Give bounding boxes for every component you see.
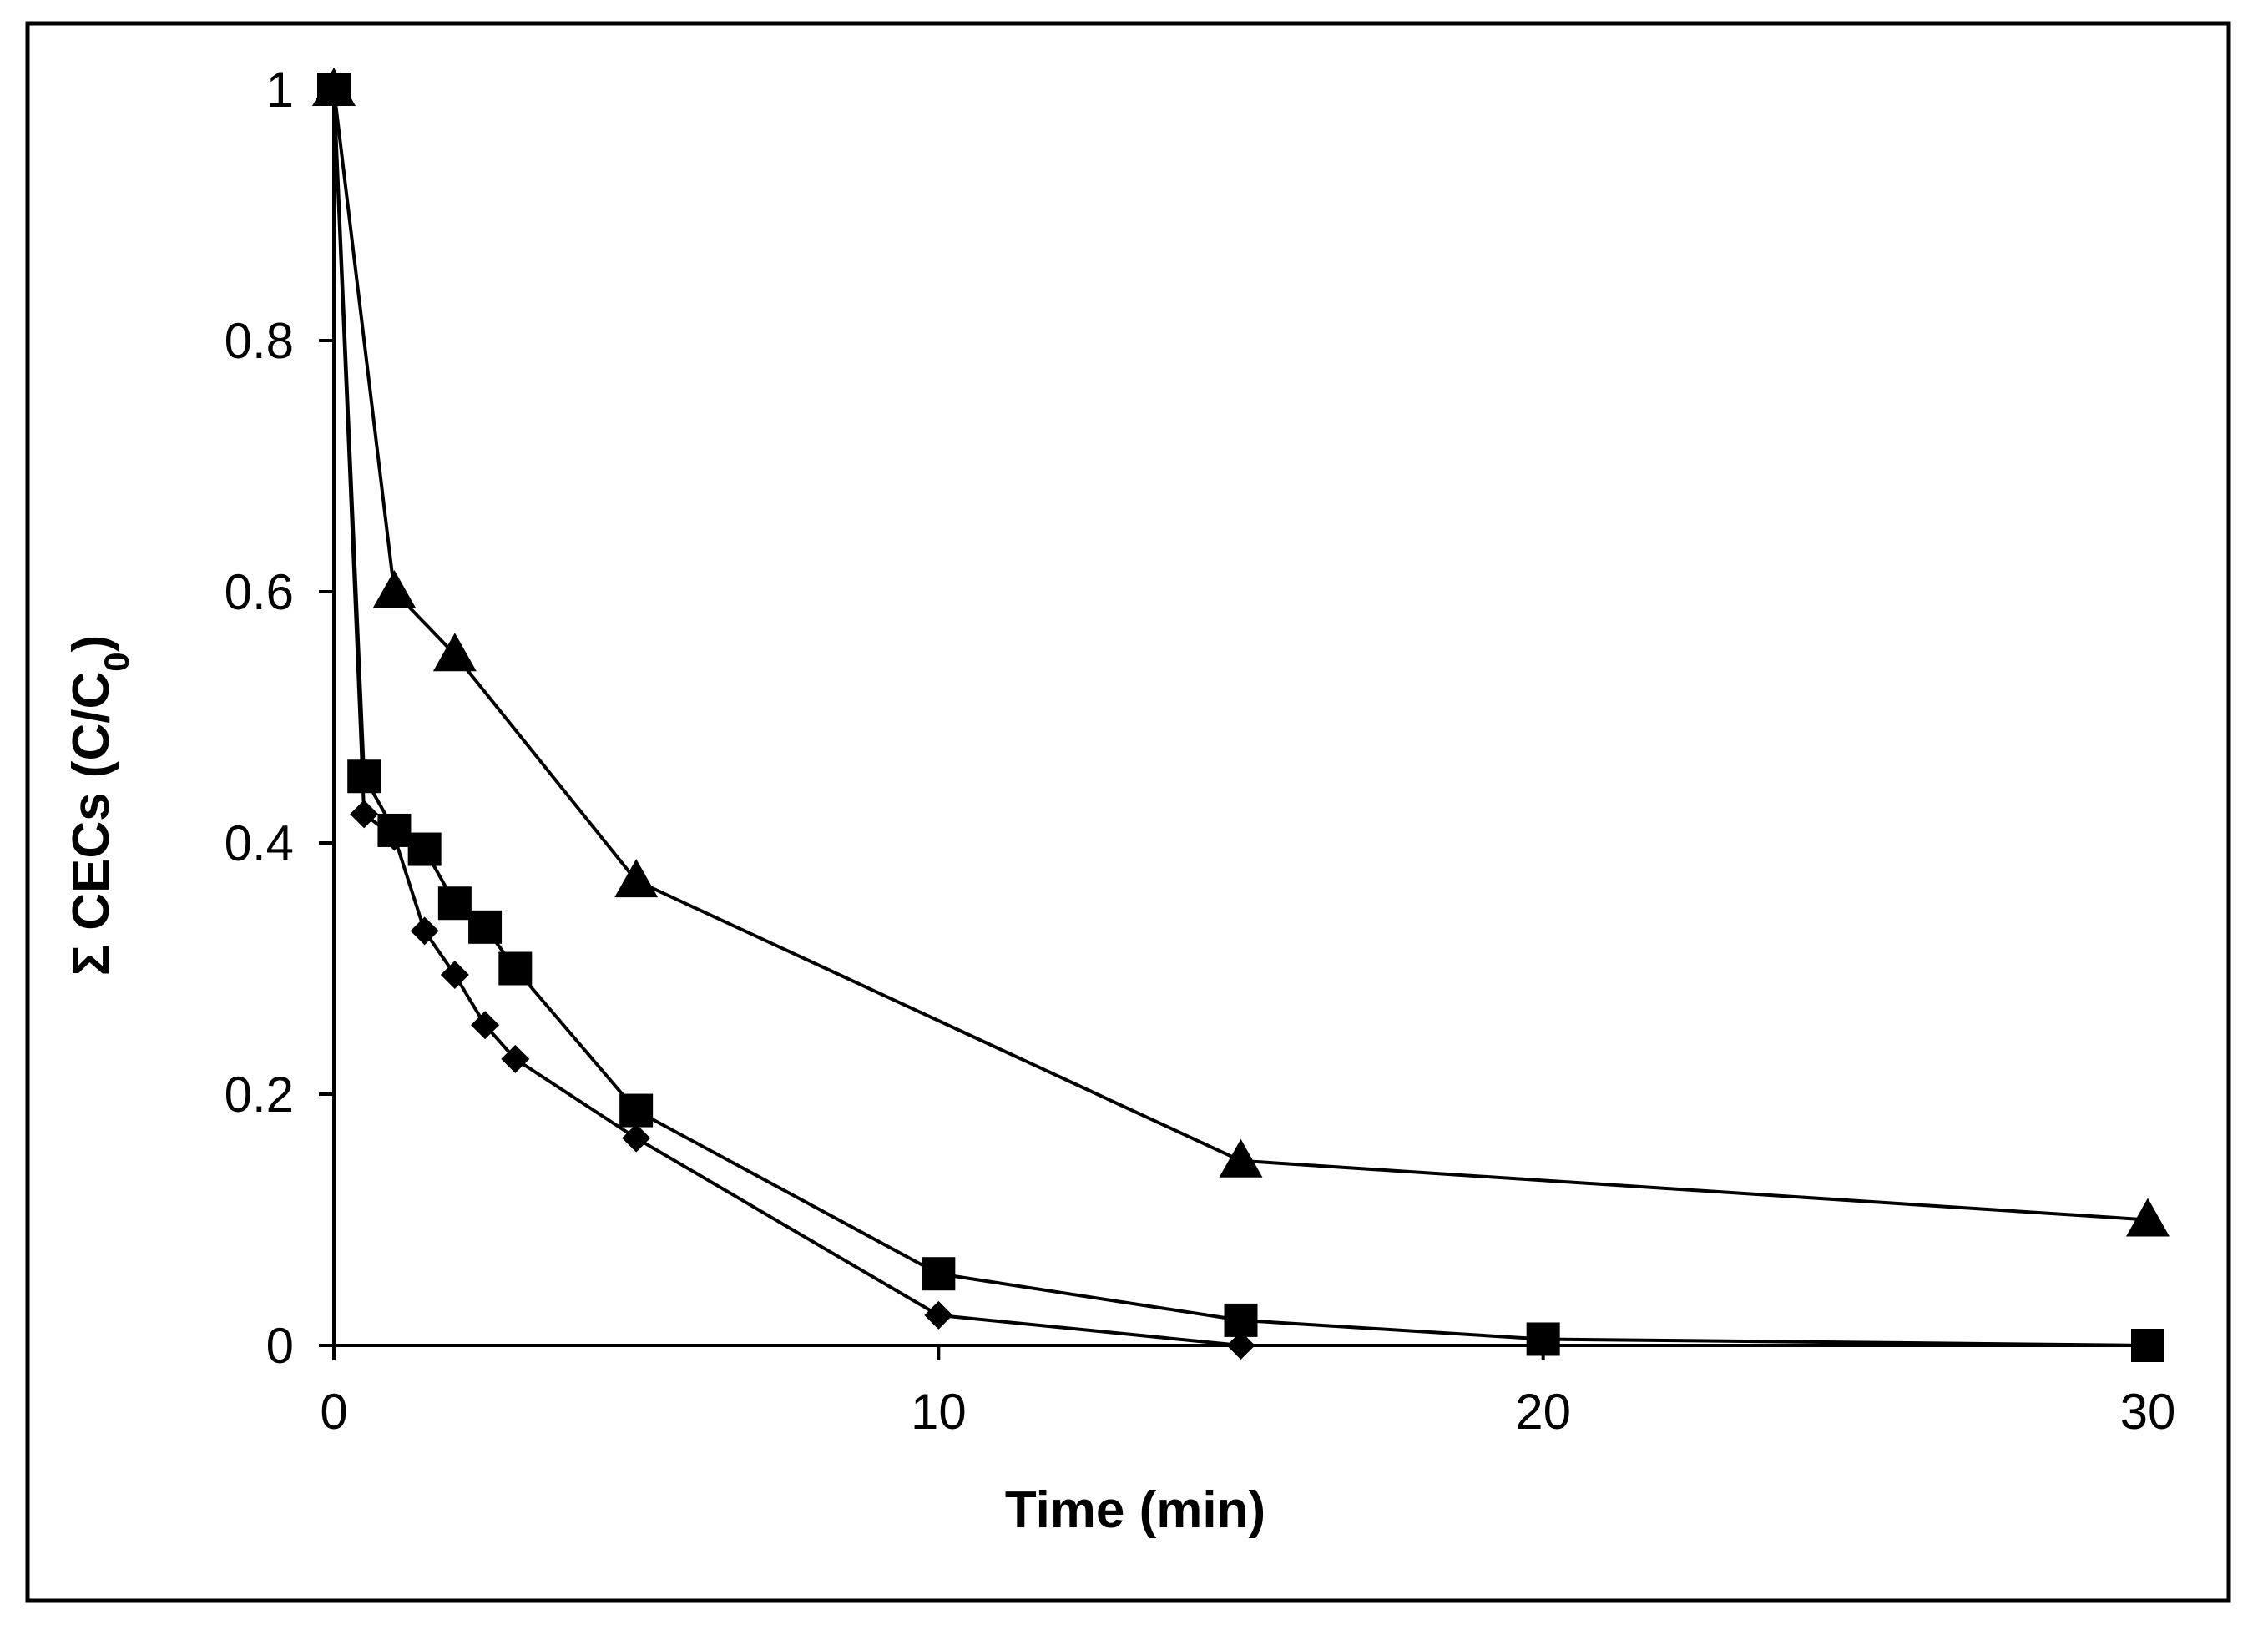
x-tick-label: 0 <box>320 1384 347 1440</box>
triangle-marker <box>2126 1198 2170 1237</box>
y-tick-label: 0.4 <box>225 815 294 871</box>
diamond-marker <box>622 1123 651 1153</box>
y-axis-title: Σ CECs (C/C0) <box>63 635 136 976</box>
diamond-marker <box>501 1044 530 1073</box>
diamond-marker <box>380 822 409 851</box>
axes: 0 10 20 30 0 0.2 0.4 0.6 0.8 1 <box>225 62 2176 1440</box>
diamond-marker <box>410 916 439 946</box>
triangle-marker <box>614 859 659 898</box>
x-tick-label: 30 <box>2120 1384 2176 1440</box>
diamond-marker <box>440 961 469 990</box>
series-layer <box>312 68 2170 1362</box>
diamond-marker <box>471 1011 500 1040</box>
triangle-marker <box>432 633 477 672</box>
diamond-marker <box>924 1300 953 1330</box>
y-tick-label: 0.6 <box>225 564 294 620</box>
y-tick-label: 0.8 <box>225 313 294 369</box>
x-tick-label: 10 <box>911 1384 967 1440</box>
y-tick-label: 0.2 <box>225 1067 294 1123</box>
y-tick-label: 0 <box>266 1318 294 1374</box>
diamond-marker <box>350 800 379 829</box>
triangle-marker <box>372 570 417 608</box>
y-tick-label: 1 <box>266 62 294 118</box>
square-marker <box>498 951 533 986</box>
triangle-marker <box>1219 1138 1263 1178</box>
x-tick-label: 20 <box>1515 1384 1571 1440</box>
square-marker <box>407 832 442 866</box>
diamond-marker <box>1226 1331 1255 1360</box>
triangle-series <box>312 68 2170 1237</box>
square-marker <box>2131 1329 2164 1362</box>
diamond-series-line <box>332 88 1241 1347</box>
diamond-marker <box>320 75 348 103</box>
diamond-series <box>320 75 1255 1360</box>
square-marker <box>437 886 472 921</box>
square-marker <box>468 910 503 944</box>
triangle-series-line <box>332 88 2149 1222</box>
square-marker <box>619 1093 654 1128</box>
square-marker <box>922 1257 956 1291</box>
square-series <box>317 73 2164 1362</box>
figure-border <box>25 21 2231 1603</box>
square-marker <box>1526 1322 1560 1356</box>
x-axis-title: Time (min) <box>1005 1481 1265 1539</box>
